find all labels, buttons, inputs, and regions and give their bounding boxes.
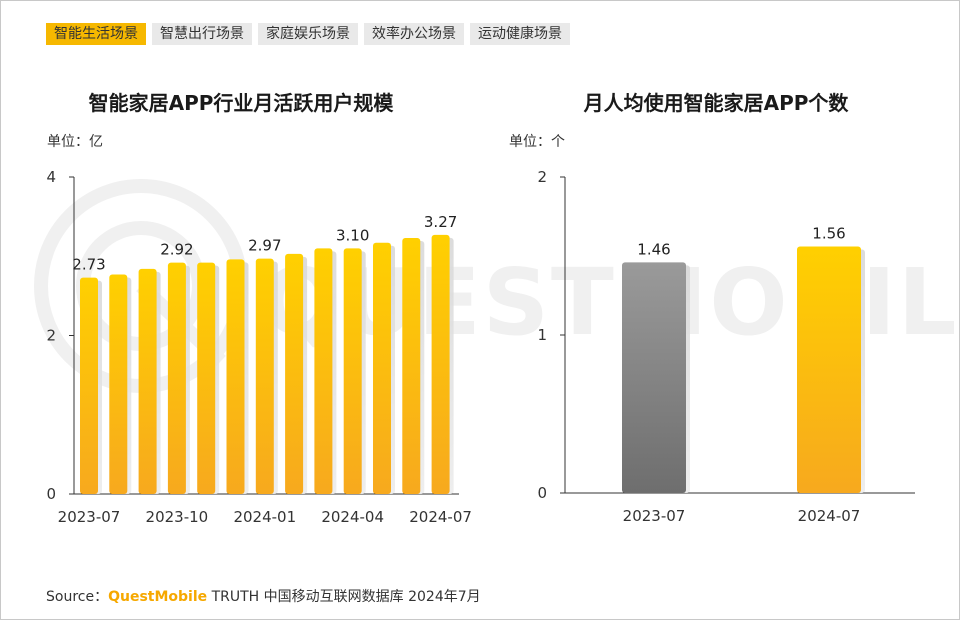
x-tick-label: 2024-04: [321, 508, 384, 526]
left-chart-unit: 单位：亿: [47, 134, 103, 150]
bar-2024-05: [373, 242, 391, 494]
tab-smart-life[interactable]: 智能生活场景: [46, 23, 146, 45]
x-tick-label: 2023-10: [146, 508, 209, 526]
x-tick-label: 2024-07: [798, 507, 861, 525]
x-tick-label: 2023-07: [623, 507, 686, 525]
x-tick-label: 2023-07: [58, 508, 121, 526]
y-tick-label: 0: [46, 485, 56, 503]
bar-value-label: 1.56: [812, 225, 845, 243]
x-tick-label: 2024-01: [233, 508, 296, 526]
bar-2024-01: [255, 258, 274, 494]
bar-2023-07: [80, 277, 98, 494]
y-tick-label: 0: [537, 484, 547, 502]
bar-2023-10: [167, 262, 186, 494]
bar-value-label: 2.97: [248, 237, 281, 255]
bar-value-label: 2.73: [72, 256, 105, 274]
bar-2023-07: [622, 262, 686, 493]
y-tick-label: 2: [46, 327, 56, 345]
right-chart-title: 月人均使用智能家居APP个数: [583, 91, 849, 115]
bar-value-label: 3.27: [424, 213, 457, 231]
y-tick-label: 1: [537, 326, 547, 344]
bar-2024-07: [431, 234, 450, 495]
bar-value-label: 1.46: [637, 240, 670, 258]
bar-value-label: 3.10: [336, 226, 369, 244]
y-tick-label: 2: [537, 168, 547, 186]
bar-2023-11: [197, 262, 216, 494]
bar-2024-04: [343, 248, 362, 494]
source-line: Source：QuestMobile TRUTH 中国移动互联网数据库 2024…: [46, 586, 481, 606]
left-chart-title: 智能家居APP行业月活跃用户规模: [88, 91, 394, 115]
bar-value-label: 2.92: [160, 241, 193, 259]
source-suffix: TRUTH 中国移动互联网数据库 2024年7月: [207, 589, 481, 605]
bar-2024-03: [314, 248, 333, 494]
source-prefix: Source：: [46, 589, 109, 605]
tab-office-efficiency[interactable]: 效率办公场景: [364, 23, 464, 45]
bar-2023-08: [109, 274, 128, 494]
tab-smart-travel[interactable]: 智慧出行场景: [152, 23, 252, 45]
bar-2024-02: [285, 253, 304, 494]
bar-2023-09: [138, 268, 157, 494]
source-brand: QuestMobile: [108, 589, 208, 605]
y-tick-label: 4: [46, 168, 56, 186]
x-tick-label: 2024-07: [409, 508, 472, 526]
bar-2023-12: [226, 259, 245, 494]
scenario-tabs: 智能生活场景 智慧出行场景 家庭娱乐场景 效率办公场景 运动健康场景: [46, 23, 570, 45]
bar-2024-07: [797, 246, 861, 493]
right-chart-unit: 单位：个: [509, 134, 565, 150]
bar-2024-06: [402, 238, 421, 494]
tab-sports-health[interactable]: 运动健康场景: [470, 23, 570, 45]
tab-home-entertainment[interactable]: 家庭娱乐场景: [258, 23, 358, 45]
